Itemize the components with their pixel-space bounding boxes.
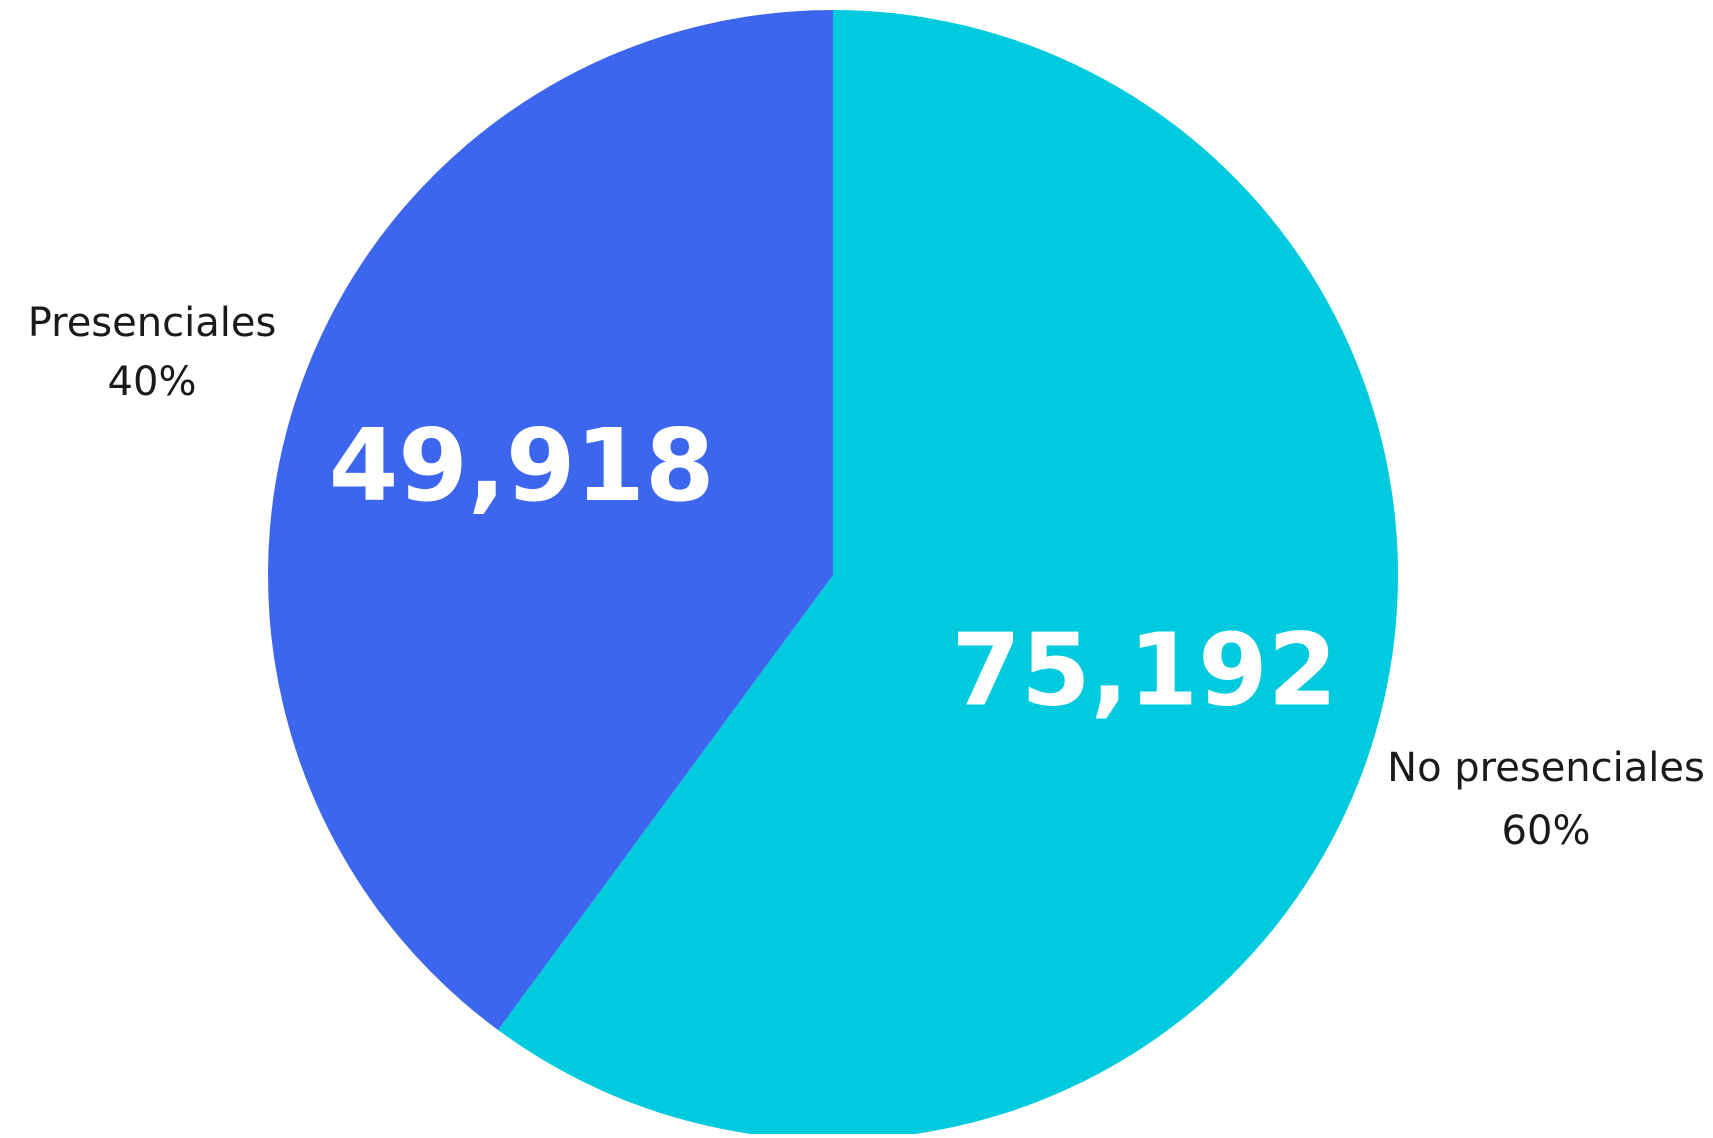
slices-layer [267,10,1399,1138]
slice-value-label: 49,918 [329,407,715,524]
slice-category-label: Presenciales [28,300,277,346]
pie-slice-presenciales [267,10,833,1030]
value-labels-layer: 75,192 49,918 [329,407,1338,729]
slice-percent-label: 40% [108,359,197,405]
slice-category-label: No presenciales [1387,745,1705,791]
slice-percent-label: 60% [1502,808,1591,854]
pie-slice-no-presenciales [498,10,1399,1138]
slice-value-label: 75,192 [951,612,1337,729]
category-labels-layer: No presenciales 60% Presenciales 40% [28,300,1705,854]
